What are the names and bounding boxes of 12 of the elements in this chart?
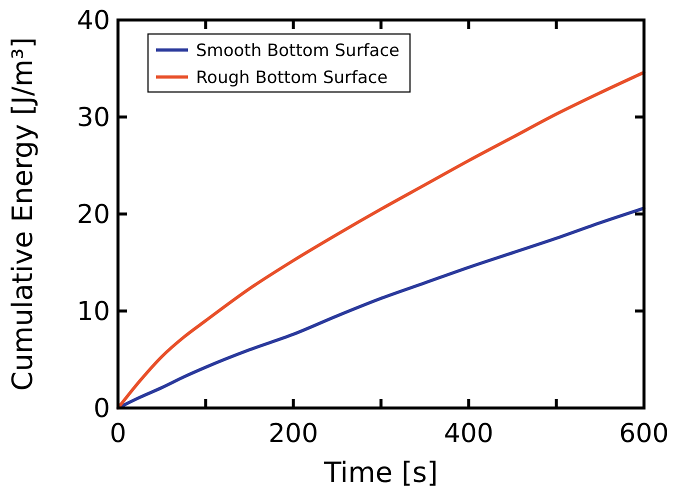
y-tick-label: 0 <box>93 394 110 424</box>
y-tick-label: 30 <box>76 103 110 134</box>
legend-label: Smooth Bottom Surface <box>196 40 400 61</box>
x-tick-label: 600 <box>619 419 669 449</box>
x-tick-label: 400 <box>444 419 494 449</box>
y-axis-title: Cumulative Energy [J/m³] <box>6 37 39 391</box>
x-tick-label: 200 <box>268 419 318 449</box>
y-tick-label: 40 <box>76 6 110 36</box>
y-tick-label: 20 <box>76 200 110 230</box>
y-tick-label: 10 <box>76 297 110 328</box>
legend-label: Rough Bottom Surface <box>196 68 388 88</box>
x-axis-title: Time [s] <box>323 456 438 489</box>
